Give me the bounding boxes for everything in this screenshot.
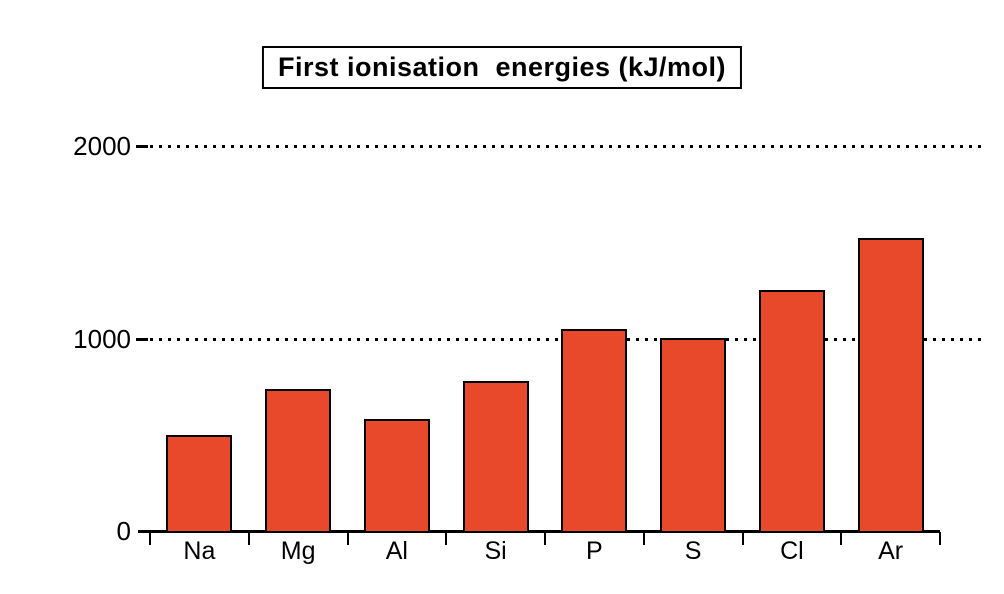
y-axis-label-2000: 2000 — [73, 131, 131, 161]
y-tick-mark-1000 — [136, 337, 148, 341]
bar-cl — [758, 290, 825, 531]
x-tick-mark-1 — [247, 532, 250, 545]
bar-mg — [265, 389, 332, 531]
y-tick-mark-2000 — [136, 145, 148, 148]
x-tick-mark-5 — [642, 532, 645, 545]
x-axis-label-mg: Mg — [280, 537, 316, 565]
x-tick-mark-6 — [741, 532, 744, 545]
x-tick-mark-7 — [840, 532, 843, 545]
bar-s — [660, 338, 727, 531]
x-axis-label-na: Na — [183, 537, 216, 565]
x-tick-mark-8 — [939, 532, 941, 545]
x-axis-label-p: P — [586, 537, 603, 565]
y-axis-label-1000: 1000 — [73, 323, 131, 354]
bar-ar — [857, 238, 924, 531]
x-axis-label-ar: Ar — [878, 537, 904, 565]
bar-p — [561, 329, 628, 531]
bar-si — [462, 381, 529, 531]
x-axis-label-cl: Cl — [780, 537, 804, 565]
chart-title: First ionisation energies (kJ/mol) — [261, 46, 743, 89]
x-tick-mark-2 — [346, 532, 349, 545]
x-axis-label-si: Si — [484, 537, 507, 565]
x-tick-mark-4 — [544, 532, 546, 545]
x-axis-label-s: S — [684, 537, 702, 565]
x-axis-label-al: Al — [385, 537, 408, 565]
y-axis-label-0: 0 — [116, 516, 131, 546]
x-axis-line — [138, 530, 940, 533]
x-tick-mark-3 — [445, 532, 448, 545]
x-tick-mark-0 — [149, 532, 151, 545]
bar-al — [363, 419, 430, 531]
gridline-2000 — [150, 145, 985, 148]
bar-na — [166, 435, 233, 531]
